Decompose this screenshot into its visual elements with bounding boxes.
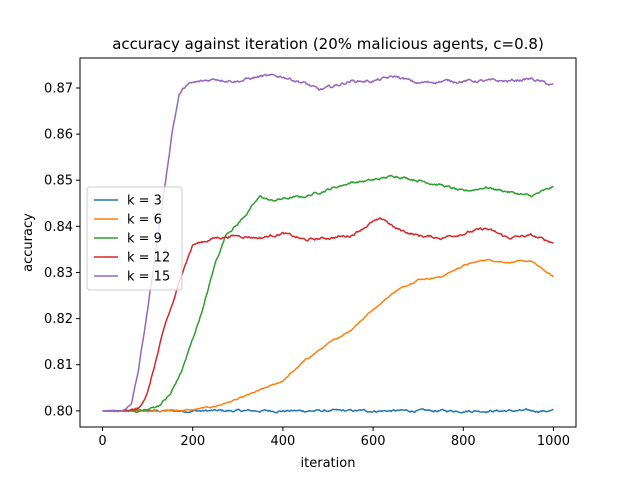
legend-label: k = 15 bbox=[127, 270, 170, 285]
legend-label: k = 3 bbox=[127, 194, 162, 209]
legend-label: k = 6 bbox=[127, 213, 162, 228]
y-tick-label: 0.83 bbox=[44, 266, 73, 281]
x-tick-label: 800 bbox=[451, 434, 476, 449]
legend-label: k = 12 bbox=[127, 251, 170, 266]
axes-spines bbox=[79, 57, 577, 428]
series-line-k15 bbox=[102, 73, 554, 413]
x-tick-label: 0 bbox=[98, 434, 106, 449]
axes-layer bbox=[79, 57, 577, 428]
legend-box bbox=[86, 186, 183, 291]
series-line-k3 bbox=[102, 407, 554, 414]
x-tick-label: 600 bbox=[361, 434, 386, 449]
y-tick-label: 0.80 bbox=[44, 404, 73, 419]
legend: k = 3 k = 6 k = 9 k = 12 k = 15 bbox=[86, 186, 183, 291]
x-tick-label: 400 bbox=[270, 434, 295, 449]
y-axis-label: accuracy bbox=[21, 213, 36, 272]
x-axis-ticks: 0 200 400 600 800 1000 bbox=[98, 427, 570, 449]
x-tick-label: 200 bbox=[180, 434, 205, 449]
y-tick-label: 0.81 bbox=[44, 358, 73, 373]
y-tick-label: 0.85 bbox=[44, 174, 73, 189]
legend-label: k = 9 bbox=[127, 232, 162, 247]
y-tick-label: 0.86 bbox=[44, 128, 73, 143]
y-tick-label: 0.82 bbox=[44, 312, 73, 327]
chart-title: accuracy against iteration (20% maliciou… bbox=[112, 35, 544, 53]
y-tick-label: 0.84 bbox=[44, 220, 73, 235]
series-line-k9 bbox=[102, 174, 554, 414]
y-axis-ticks: 0.80 0.81 0.82 0.83 0.84 0.85 0.86 0.87 bbox=[44, 81, 80, 419]
y-tick-label: 0.87 bbox=[44, 81, 73, 96]
series-line-k6 bbox=[102, 258, 555, 413]
x-tick-label: 1000 bbox=[537, 434, 570, 449]
x-axis-label: iteration bbox=[301, 456, 356, 471]
